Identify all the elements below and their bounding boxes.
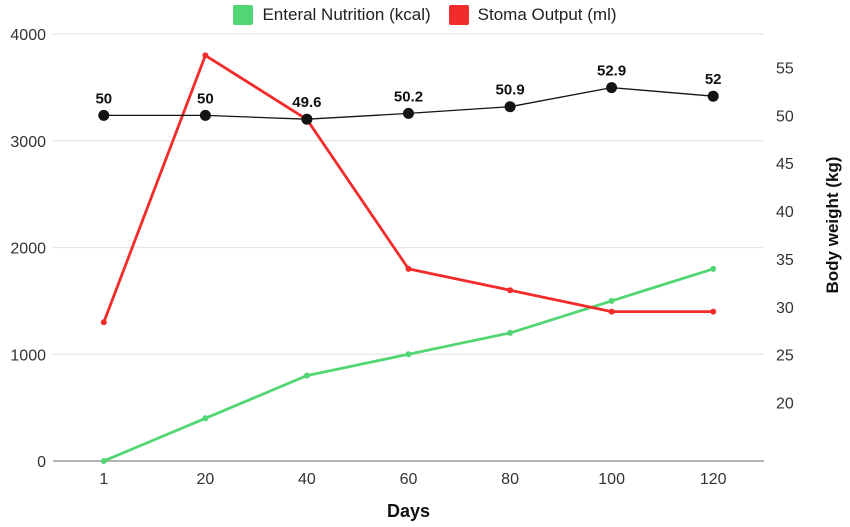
series-marker-enteral-nutrition-kcal-40 [303,372,310,379]
value-label-49.6: 49.6 [292,94,321,111]
left-axis-tick-label-4000: 4000 [10,27,46,44]
series-marker-stoma-output-ml-80 [507,287,514,294]
x-axis-tick-label-120: 120 [700,471,727,488]
series-marker-stoma-output-ml-60 [405,265,412,272]
x-axis-tick-label-1: 1 [99,471,108,488]
x-axis-tick-label-60: 60 [400,471,418,488]
legend-label-enteral-nutrition: Enteral Nutrition (kcal) [262,5,431,24]
chart-legend: Enteral Nutrition (kcal) Stoma Output (m… [0,3,850,27]
x-axis-title: Days [387,501,430,521]
series-marker-stoma-output-ml-20 [202,52,209,59]
series-marker-stoma-output-ml-100 [608,308,615,315]
right-axis-tick-label-30: 30 [776,300,794,317]
left-axis-tick-label-3000: 3000 [10,134,46,151]
series-marker-enteral-nutrition-kcal-80 [507,329,514,336]
series-marker-body-weight-kg-20 [199,109,211,121]
value-label-50: 50 [197,90,214,107]
x-axis-tick-label-100: 100 [598,471,625,488]
series-marker-enteral-nutrition-kcal-60 [405,351,412,358]
right-axis-tick-label-55: 55 [776,61,794,78]
right-axis-tick-label-50: 50 [776,108,794,125]
series-marker-body-weight-kg-100 [606,82,618,94]
series-marker-body-weight-kg-80 [504,101,516,113]
legend-swatch-stoma-output [448,5,469,25]
x-axis-tick-label-20: 20 [196,471,214,488]
right-axis-tick-label-45: 45 [776,156,794,173]
left-axis-tick-label-2000: 2000 [10,241,46,258]
right-axis-title: Body weight (kg) [823,157,842,294]
series-marker-body-weight-kg-1 [98,109,110,121]
series-marker-enteral-nutrition-kcal-20 [202,415,209,422]
legend-item-enteral-nutrition: Enteral Nutrition (kcal) [233,3,431,27]
value-label-50.9: 50.9 [495,82,524,99]
series-line-enteral-nutrition-kcal [102,267,715,463]
right-axis-tick-label-35: 35 [776,252,794,269]
series-marker-enteral-nutrition-kcal-120 [710,265,717,272]
legend-swatch-enteral-nutrition [233,5,254,25]
legend-item-stoma-output: Stoma Output (ml) [448,3,617,27]
left-axis-tick-label-1000: 1000 [10,347,46,364]
series-marker-stoma-output-ml-1 [100,319,107,326]
left-axis-tick-label-0: 0 [37,454,46,471]
legend-label-stoma-output: Stoma Output (ml) [477,5,617,24]
series-marker-enteral-nutrition-kcal-1 [100,458,107,464]
series-marker-body-weight-kg-120 [707,90,719,102]
series-marker-body-weight-kg-40 [301,113,313,125]
series-marker-stoma-output-ml-120 [710,308,717,315]
x-axis-tick-label-80: 80 [501,471,519,488]
value-label-50: 50 [95,90,112,107]
right-axis-tick-label-25: 25 [776,348,794,365]
series-marker-enteral-nutrition-kcal-100 [608,297,615,304]
value-label-50.2: 50.2 [394,88,423,105]
x-axis-tick-label-40: 40 [298,471,316,488]
value-label-52.9: 52.9 [597,63,626,80]
value-label-52: 52 [705,71,722,88]
right-axis-tick-label-20: 20 [776,395,794,412]
right-axis-tick-label-40: 40 [776,204,794,221]
series-marker-body-weight-kg-60 [403,107,414,119]
